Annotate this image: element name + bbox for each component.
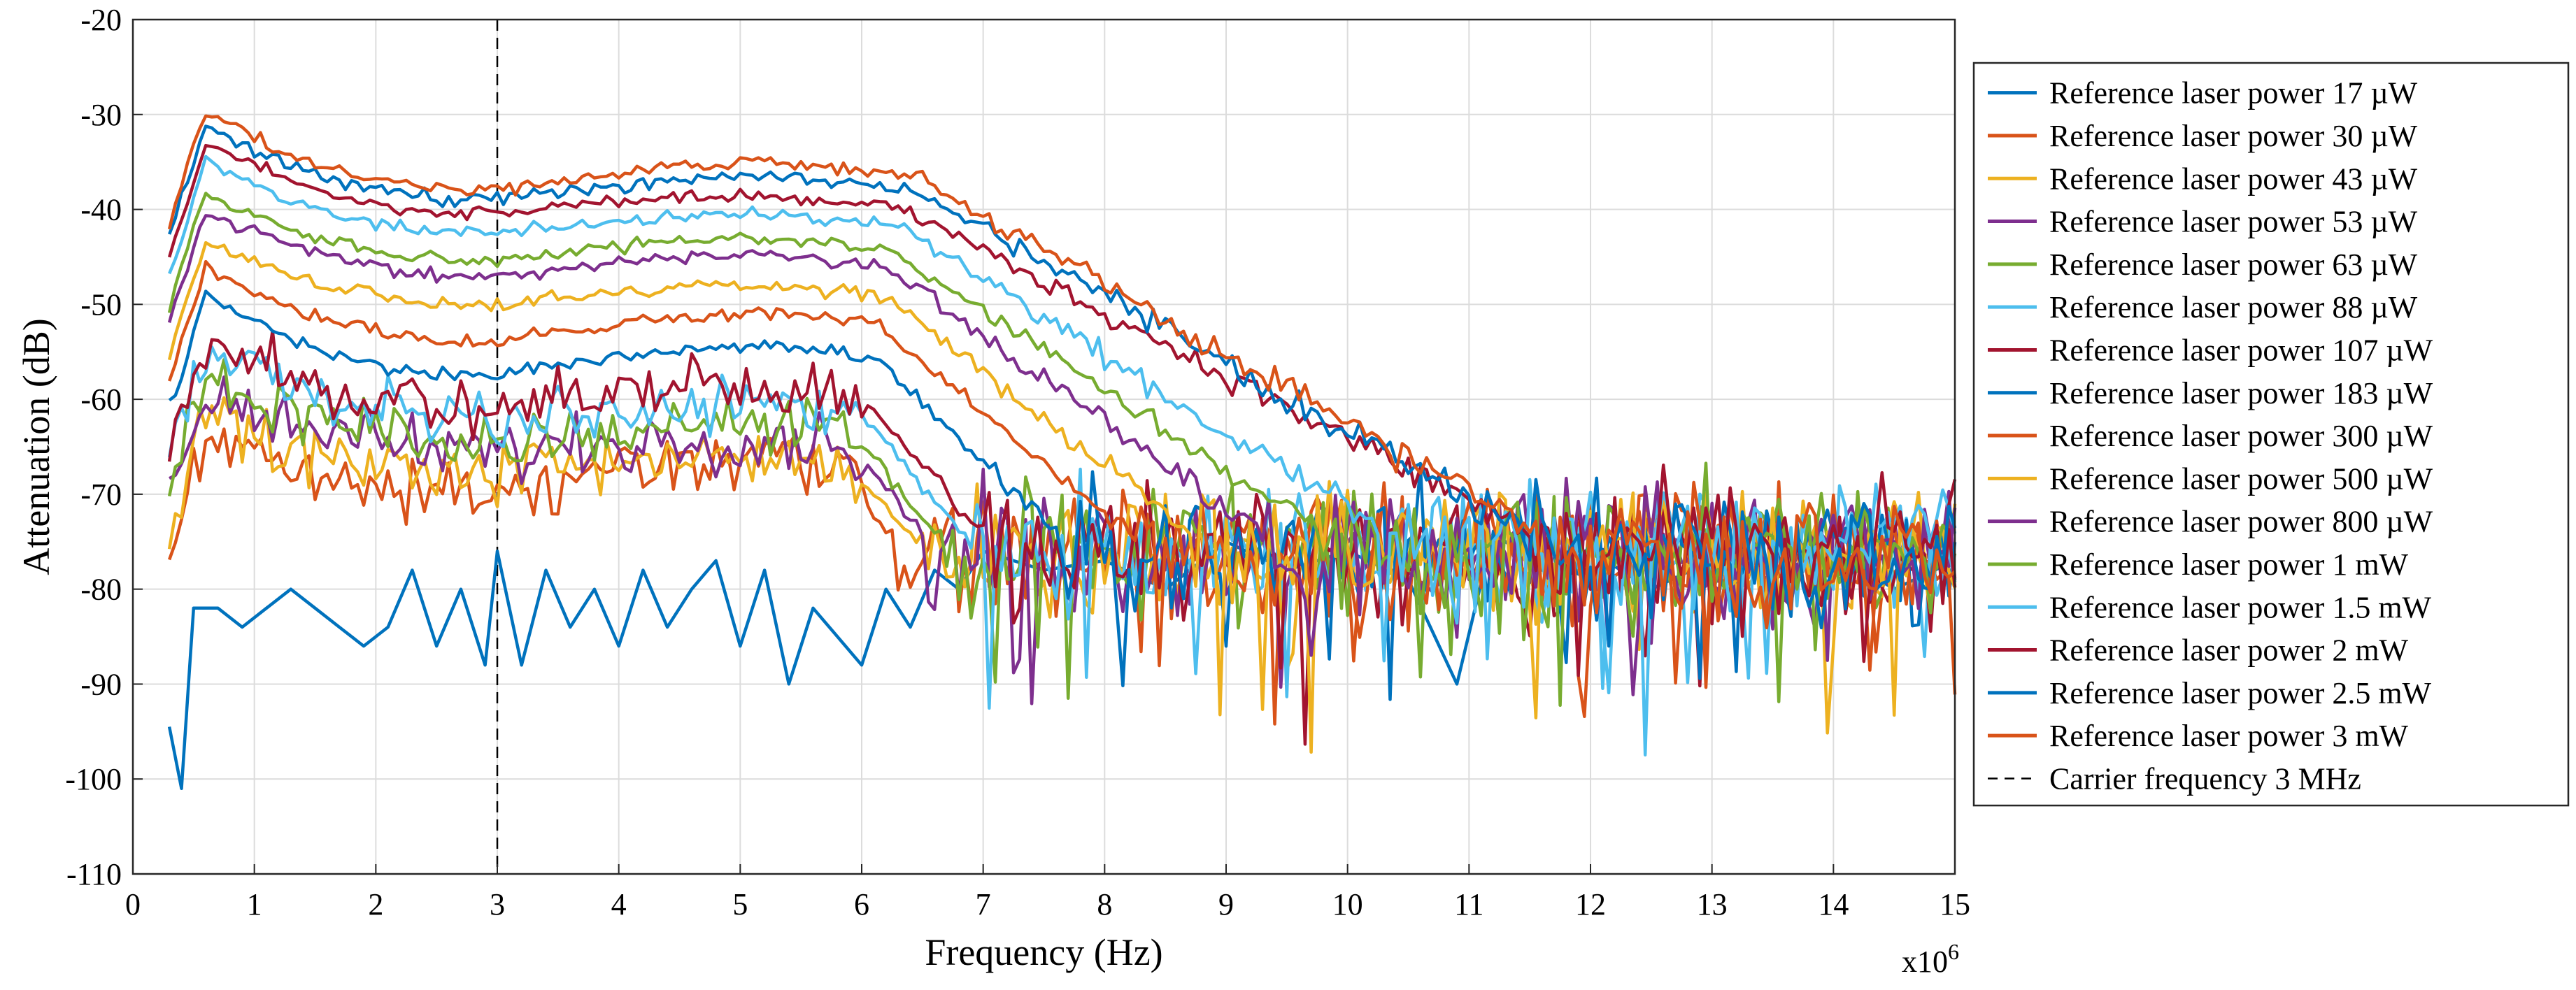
x-tick-label: 5 bbox=[732, 887, 748, 921]
x-tick-label: 0 bbox=[125, 887, 141, 921]
legend-entry-label: Reference laser power 3 mW bbox=[2049, 719, 2409, 753]
x-tick-label: 6 bbox=[854, 887, 869, 921]
y-tick-label: -70 bbox=[80, 478, 122, 512]
series-line-11 bbox=[167, 214, 1957, 696]
x-tick-label: 1 bbox=[247, 887, 262, 921]
x-tick-label: 9 bbox=[1218, 887, 1234, 921]
y-tick-label: -30 bbox=[80, 98, 122, 132]
y-tick-label: -40 bbox=[80, 193, 122, 227]
legend-entry-label: Reference laser power 2 mW bbox=[2049, 633, 2409, 668]
legend-entry-label: Reference laser power 43 µW bbox=[2049, 162, 2418, 196]
series-lines bbox=[167, 114, 1957, 791]
x-tick-label: 4 bbox=[611, 887, 627, 921]
x-tick-label: 8 bbox=[1097, 887, 1112, 921]
y-tick-label: -20 bbox=[80, 3, 122, 37]
series-line-1 bbox=[167, 530, 1956, 791]
x-tick-label: 10 bbox=[1332, 887, 1363, 921]
x-tick-label: 3 bbox=[490, 887, 505, 921]
legend-entry-label: Reference laser power 107 µW bbox=[2049, 333, 2433, 367]
series-line-14 bbox=[167, 143, 1957, 677]
legend-entry-label: Reference laser power 53 µW bbox=[2049, 205, 2418, 239]
legend-entry-label: Reference laser power 300 µW bbox=[2049, 419, 2433, 453]
tick-labels: 0 1 2 3 4 5 6 7 8 9 10 11 12 13 14 15-20-30-40-50-60-70… bbox=[65, 3, 1970, 921]
x-tick-label: 2 bbox=[368, 887, 383, 921]
y-tick-label: -100 bbox=[65, 762, 122, 796]
x-axis-label: Frequency (Hz) bbox=[925, 931, 1162, 973]
legend-entry-label: Reference laser power 800 µW bbox=[2049, 505, 2433, 539]
legend-box bbox=[1972, 62, 2570, 807]
legend-entry-label: Reference laser power 1.5 mW bbox=[2049, 590, 2432, 624]
legend-entry-label: Carrier frequency 3 MHz bbox=[2049, 761, 2361, 796]
y-axis-label: Attenuation (dB) bbox=[15, 318, 57, 575]
x-tick-label: 14 bbox=[1818, 887, 1849, 921]
x-tick-label: 12 bbox=[1575, 887, 1606, 921]
x-axis-multiplier-base: x10 bbox=[1902, 945, 1948, 979]
y-tick-label: -60 bbox=[80, 382, 122, 417]
legend-entry-label: Reference laser power 500 µW bbox=[2049, 461, 2433, 496]
x-tick-label: 11 bbox=[1454, 887, 1483, 921]
plot-area-background bbox=[133, 20, 1955, 874]
x-axis-multiplier-exponent: 6 bbox=[1948, 939, 1959, 964]
x-axis-multiplier: x106 bbox=[1902, 939, 1959, 979]
y-tick-label: -110 bbox=[66, 857, 122, 891]
y-tick-label: -50 bbox=[80, 287, 122, 322]
legend-entry-label: Reference laser power 1 mW bbox=[2049, 547, 2409, 582]
legend-entry-label: Reference laser power 2.5 mW bbox=[2049, 676, 2432, 710]
legend-entry-label: Reference laser power 183 µW bbox=[2049, 376, 2433, 410]
y-tick-label: -80 bbox=[80, 573, 122, 607]
x-tick-label: 15 bbox=[1940, 887, 1970, 921]
legend-entry-label: Reference laser power 63 µW bbox=[2049, 248, 2418, 282]
x-tick-label: 7 bbox=[976, 887, 991, 921]
plot-frame bbox=[131, 18, 1956, 875]
y-tick-label: -90 bbox=[80, 667, 122, 701]
legend-entry-label: Reference laser power 88 µW bbox=[2049, 290, 2418, 324]
legend: Reference laser power 17 µW Reference las… bbox=[1972, 62, 2570, 807]
series-line-16 bbox=[167, 114, 1956, 630]
legend-entry-label: Reference laser power 17 µW bbox=[2049, 76, 2418, 110]
legend-entry-label: Reference laser power 30 µW bbox=[2049, 119, 2418, 153]
x-tick-label: 13 bbox=[1697, 887, 1728, 921]
